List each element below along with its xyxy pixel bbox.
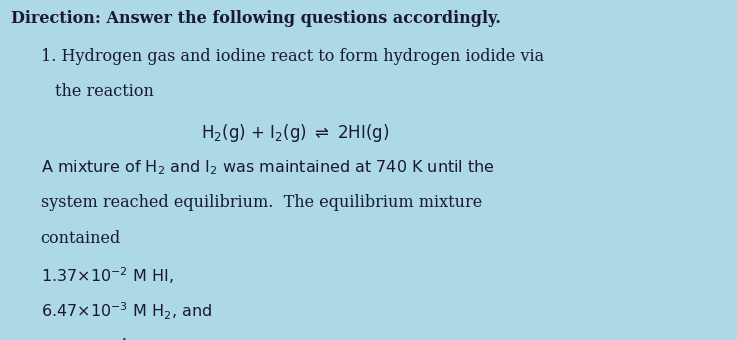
Text: system reached equilibrium.  The equilibrium mixture: system reached equilibrium. The equilibr… bbox=[41, 194, 482, 211]
Text: 1. Hydrogen gas and iodine react to form hydrogen iodide via: 1. Hydrogen gas and iodine react to form… bbox=[41, 48, 544, 65]
Text: contained: contained bbox=[41, 230, 121, 247]
Text: A mixture of H$_2$ and I$_2$ was maintained at 740 K until the: A mixture of H$_2$ and I$_2$ was maintai… bbox=[41, 158, 495, 177]
Text: H$_2$(g) + I$_2$(g) $\rightleftharpoons$ 2HI(g): H$_2$(g) + I$_2$(g) $\rightleftharpoons$… bbox=[200, 122, 389, 144]
Text: 6.47$\times$10$^{-3}$ M H$_2$, and: 6.47$\times$10$^{-3}$ M H$_2$, and bbox=[41, 301, 212, 322]
Text: 5.94$\times$10$^{-4}$ M I$_2$.: 5.94$\times$10$^{-4}$ M I$_2$. bbox=[41, 337, 169, 340]
Text: 1.37$\times$10$^{-2}$ M HI,: 1.37$\times$10$^{-2}$ M HI, bbox=[41, 265, 173, 286]
Text: Direction: Answer the following questions accordingly.: Direction: Answer the following question… bbox=[11, 10, 501, 27]
Text: the reaction: the reaction bbox=[55, 83, 154, 100]
